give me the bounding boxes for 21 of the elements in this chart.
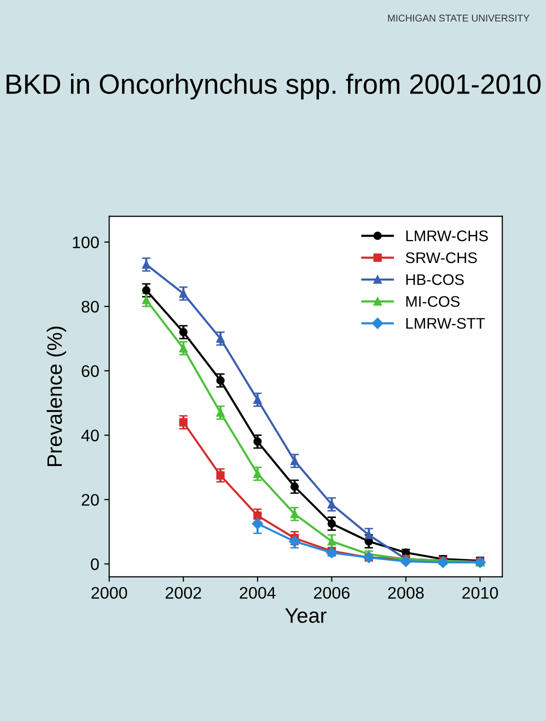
x-tick-label: 2010 [462, 586, 498, 599]
chart-title: BKD in Oncorhynchus spp. from 2001-2010 [6, 74, 541, 100]
legend-label: LMRW-CHS [406, 230, 488, 242]
y-axis-title: Prevalence (%) [46, 326, 66, 466]
x-tick-label: 2000 [92, 586, 128, 599]
y-tick-label: 100 [72, 236, 99, 248]
legend-label: MI-COS [406, 296, 460, 307]
y-tick-label: 60 [82, 365, 99, 378]
y-tick-label: 0 [90, 558, 99, 570]
x-axis-title: Year [285, 608, 326, 623]
y-tick-label: 20 [82, 494, 99, 506]
y-tick-label: 80 [82, 300, 99, 313]
x-tick-label: 2008 [388, 586, 424, 599]
text: MICHIGAN STATE UNIVERSITY [388, 14, 530, 22]
legend-label: LMRW-STT [406, 318, 485, 329]
x-tick-label: 2002 [166, 586, 202, 599]
y-tick-label: 40 [81, 430, 99, 442]
legend-label: SRW-CHS [406, 252, 477, 264]
legend-label: HB-COS [406, 274, 464, 286]
x-tick-label: 2004 [240, 586, 276, 599]
x-tick-label: 2006 [314, 586, 350, 599]
